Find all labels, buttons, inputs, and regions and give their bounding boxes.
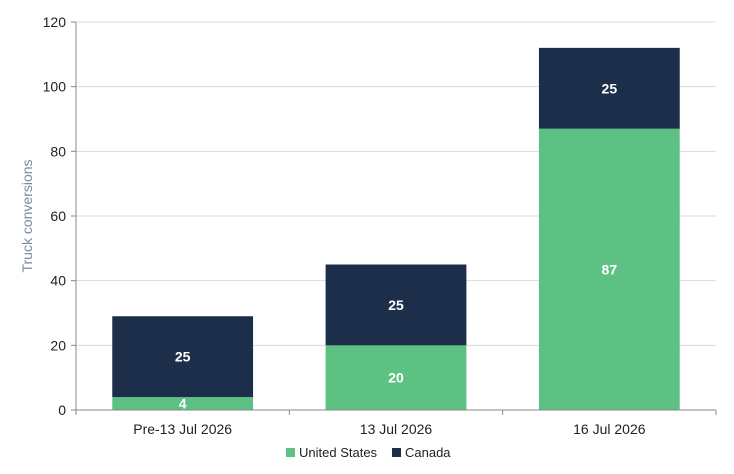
y-tick-label: 120 — [43, 14, 67, 30]
legend-swatch-united-states — [286, 448, 295, 457]
data-labels: 4 25 20 25 87 25 — [175, 80, 617, 411]
bar-canada-3 — [538, 47, 680, 129]
data-label: 4 — [179, 396, 187, 412]
y-tick-label: 60 — [50, 208, 66, 224]
data-label: 87 — [602, 261, 618, 277]
bars — [112, 47, 680, 410]
bar-canada-1 — [112, 316, 254, 398]
legend-swatch-canada — [392, 448, 401, 457]
x-axis-ticks: Pre-13 Jul 2026 13 Jul 2026 16 Jul 2026 — [75, 410, 717, 437]
bar-united-states-1 — [112, 397, 254, 410]
x-tick-label: 16 Jul 2026 — [573, 421, 646, 437]
y-tick-label: 40 — [50, 273, 66, 289]
bar-united-states-3 — [538, 128, 680, 410]
legend: United States Canada — [286, 445, 451, 460]
legend-label: United States — [299, 445, 378, 460]
y-tick-label: 20 — [50, 337, 66, 353]
data-label: 25 — [175, 349, 191, 365]
data-label: 25 — [602, 80, 618, 96]
legend-label: Canada — [405, 445, 451, 460]
data-label: 25 — [388, 297, 404, 313]
y-axis-ticks: 0 20 40 60 80 100 120 — [43, 14, 76, 418]
data-label: 20 — [388, 370, 404, 386]
x-tick-label: Pre-13 Jul 2026 — [133, 421, 232, 437]
bar-canada-2 — [325, 264, 467, 346]
x-tick-label: 13 Jul 2026 — [360, 421, 433, 437]
y-tick-label: 80 — [50, 143, 66, 159]
y-tick-label: 0 — [58, 402, 66, 418]
y-tick-label: 100 — [43, 79, 67, 95]
bar-united-states-2 — [325, 345, 467, 410]
y-axis-title: Truck conversions — [19, 159, 35, 272]
